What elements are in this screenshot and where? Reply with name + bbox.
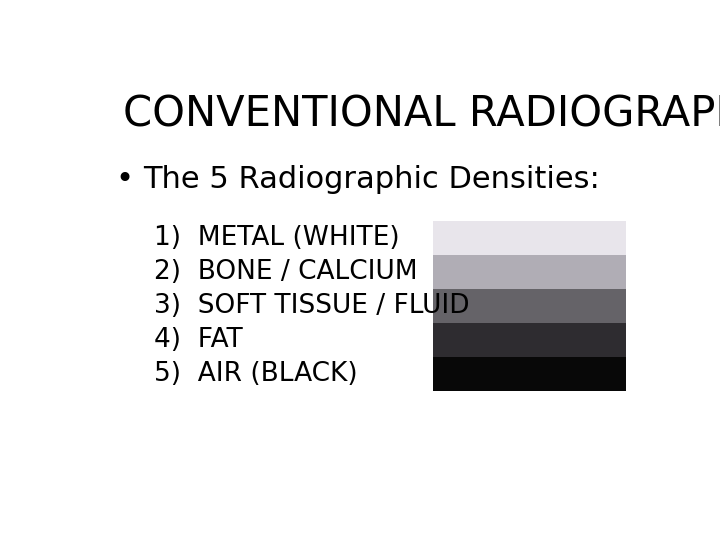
Bar [433,323,626,357]
Bar [433,357,626,391]
Text: The 5 Radiographic Densities:: The 5 Radiographic Densities: [143,165,600,194]
Text: 4)  FAT: 4) FAT [154,327,243,353]
Text: 3)  SOFT TISSUE / FLUID: 3) SOFT TISSUE / FLUID [154,293,469,319]
Text: 5)  AIR (BLACK): 5) AIR (BLACK) [154,361,358,387]
Text: CONVENTIONAL RADIOGRAPH: CONVENTIONAL RADIOGRAPH [124,94,720,136]
Text: 2)  BONE / CALCIUM: 2) BONE / CALCIUM [154,259,418,285]
Bar [433,289,626,323]
Text: 1)  METAL (WHITE): 1) METAL (WHITE) [154,225,400,251]
Bar [433,221,626,255]
Bar [433,255,626,289]
Text: •: • [115,165,133,194]
